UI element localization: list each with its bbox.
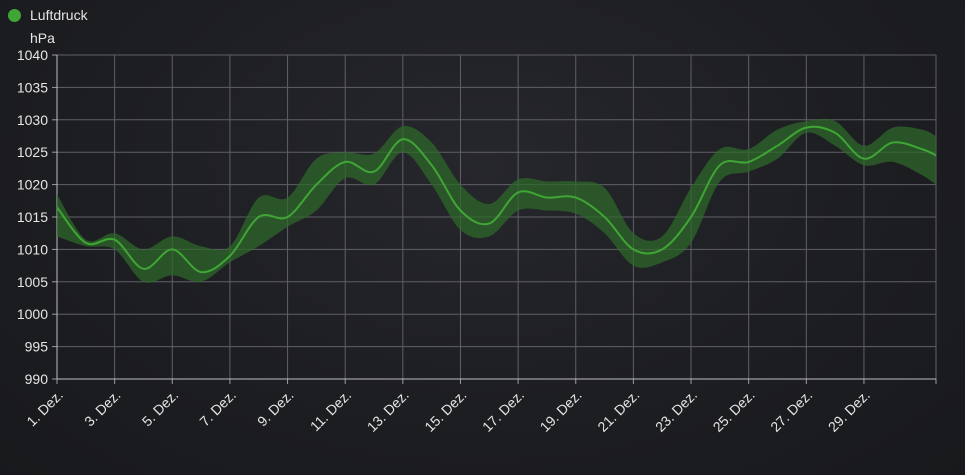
y-tick-label: 1040 xyxy=(17,47,48,63)
y-tick-label: 1035 xyxy=(17,79,48,95)
data-point[interactable] xyxy=(890,139,896,145)
y-axis-unit-label: hPa xyxy=(30,30,55,46)
data-point[interactable] xyxy=(429,162,435,168)
legend-marker xyxy=(8,8,21,22)
data-point[interactable] xyxy=(256,214,262,220)
x-tick-label: 15. Dez. xyxy=(421,387,469,435)
legend-label: Luftdruck xyxy=(30,7,88,23)
y-tick-label: 1015 xyxy=(17,209,48,225)
data-point[interactable] xyxy=(313,182,319,188)
data-point[interactable] xyxy=(933,152,939,158)
data-point[interactable] xyxy=(602,214,608,220)
x-tick-label: 1. Dez. xyxy=(23,387,66,430)
data-point[interactable] xyxy=(746,159,752,165)
x-tick-label: 3. Dez. xyxy=(81,387,124,430)
plot-area xyxy=(54,118,939,283)
x-tick-label: 25. Dez. xyxy=(710,387,758,435)
data-point[interactable] xyxy=(400,136,406,142)
data-point[interactable] xyxy=(83,240,89,246)
y-tick-label: 1000 xyxy=(17,306,48,322)
x-tick-label: 29. Dez. xyxy=(825,387,873,435)
data-point[interactable] xyxy=(919,146,925,152)
x-tick-label: 19. Dez. xyxy=(537,387,585,435)
data-point[interactable] xyxy=(630,246,636,252)
data-point[interactable] xyxy=(227,253,233,259)
x-tick-label: 5. Dez. xyxy=(139,387,182,430)
data-point[interactable] xyxy=(832,130,838,136)
y-tick-label: 1005 xyxy=(17,274,48,290)
data-point[interactable] xyxy=(688,214,694,220)
data-point[interactable] xyxy=(285,214,291,220)
data-point[interactable] xyxy=(544,195,550,201)
legend[interactable]: Luftdruck xyxy=(8,7,88,23)
data-point[interactable] xyxy=(659,246,665,252)
data-point[interactable] xyxy=(774,143,780,149)
data-point[interactable] xyxy=(486,220,492,226)
data-point[interactable] xyxy=(342,159,348,165)
min-max-band xyxy=(57,118,936,283)
data-point[interactable] xyxy=(717,162,723,168)
data-point[interactable] xyxy=(371,169,377,175)
data-point[interactable] xyxy=(112,237,118,243)
data-point[interactable] xyxy=(457,208,463,214)
y-tick-label: 1010 xyxy=(17,241,48,257)
x-tick-label: 13. Dez. xyxy=(364,387,412,435)
y-tick-label: 1020 xyxy=(17,177,48,193)
y-tick-label: 1030 xyxy=(17,112,48,128)
series-line-luftdruck[interactable] xyxy=(56,125,937,274)
data-point[interactable] xyxy=(573,195,579,201)
data-point[interactable] xyxy=(803,125,809,131)
x-tick-label: 27. Dez. xyxy=(767,387,815,435)
y-tick-label: 990 xyxy=(25,371,49,387)
x-tick-label: 21. Dez. xyxy=(594,387,642,435)
x-tick-label: 7. Dez. xyxy=(196,387,239,430)
x-tick-label: 11. Dez. xyxy=(307,387,354,434)
data-point[interactable] xyxy=(198,269,204,275)
x-tick-label: 23. Dez. xyxy=(652,387,700,435)
data-point[interactable] xyxy=(140,266,146,272)
data-point[interactable] xyxy=(515,189,521,195)
y-tick-label: 995 xyxy=(25,339,49,355)
y-tick-label: 1025 xyxy=(17,144,48,160)
tick-labels: 990 995 1000 1005 1010 1015 1020 1025 1030 1035 10… xyxy=(17,47,873,435)
x-tick-label: 17. Dez. xyxy=(479,387,527,435)
data-point[interactable] xyxy=(54,204,60,210)
data-point[interactable] xyxy=(169,246,175,252)
x-tick-label: 9. Dez. xyxy=(254,387,297,430)
data-point[interactable] xyxy=(861,156,867,162)
